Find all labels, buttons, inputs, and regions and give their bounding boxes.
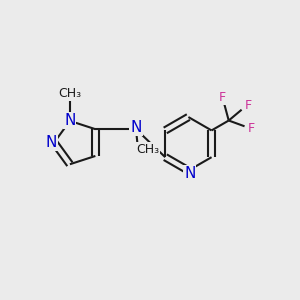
- Text: N: N: [184, 166, 196, 181]
- Text: CH₃: CH₃: [58, 87, 81, 100]
- Text: N: N: [130, 120, 142, 135]
- Text: F: F: [245, 100, 252, 112]
- Text: N: N: [64, 113, 76, 128]
- Text: F: F: [219, 91, 226, 104]
- Text: N: N: [46, 135, 57, 150]
- Text: CH₃: CH₃: [136, 143, 159, 156]
- Text: F: F: [248, 122, 255, 135]
